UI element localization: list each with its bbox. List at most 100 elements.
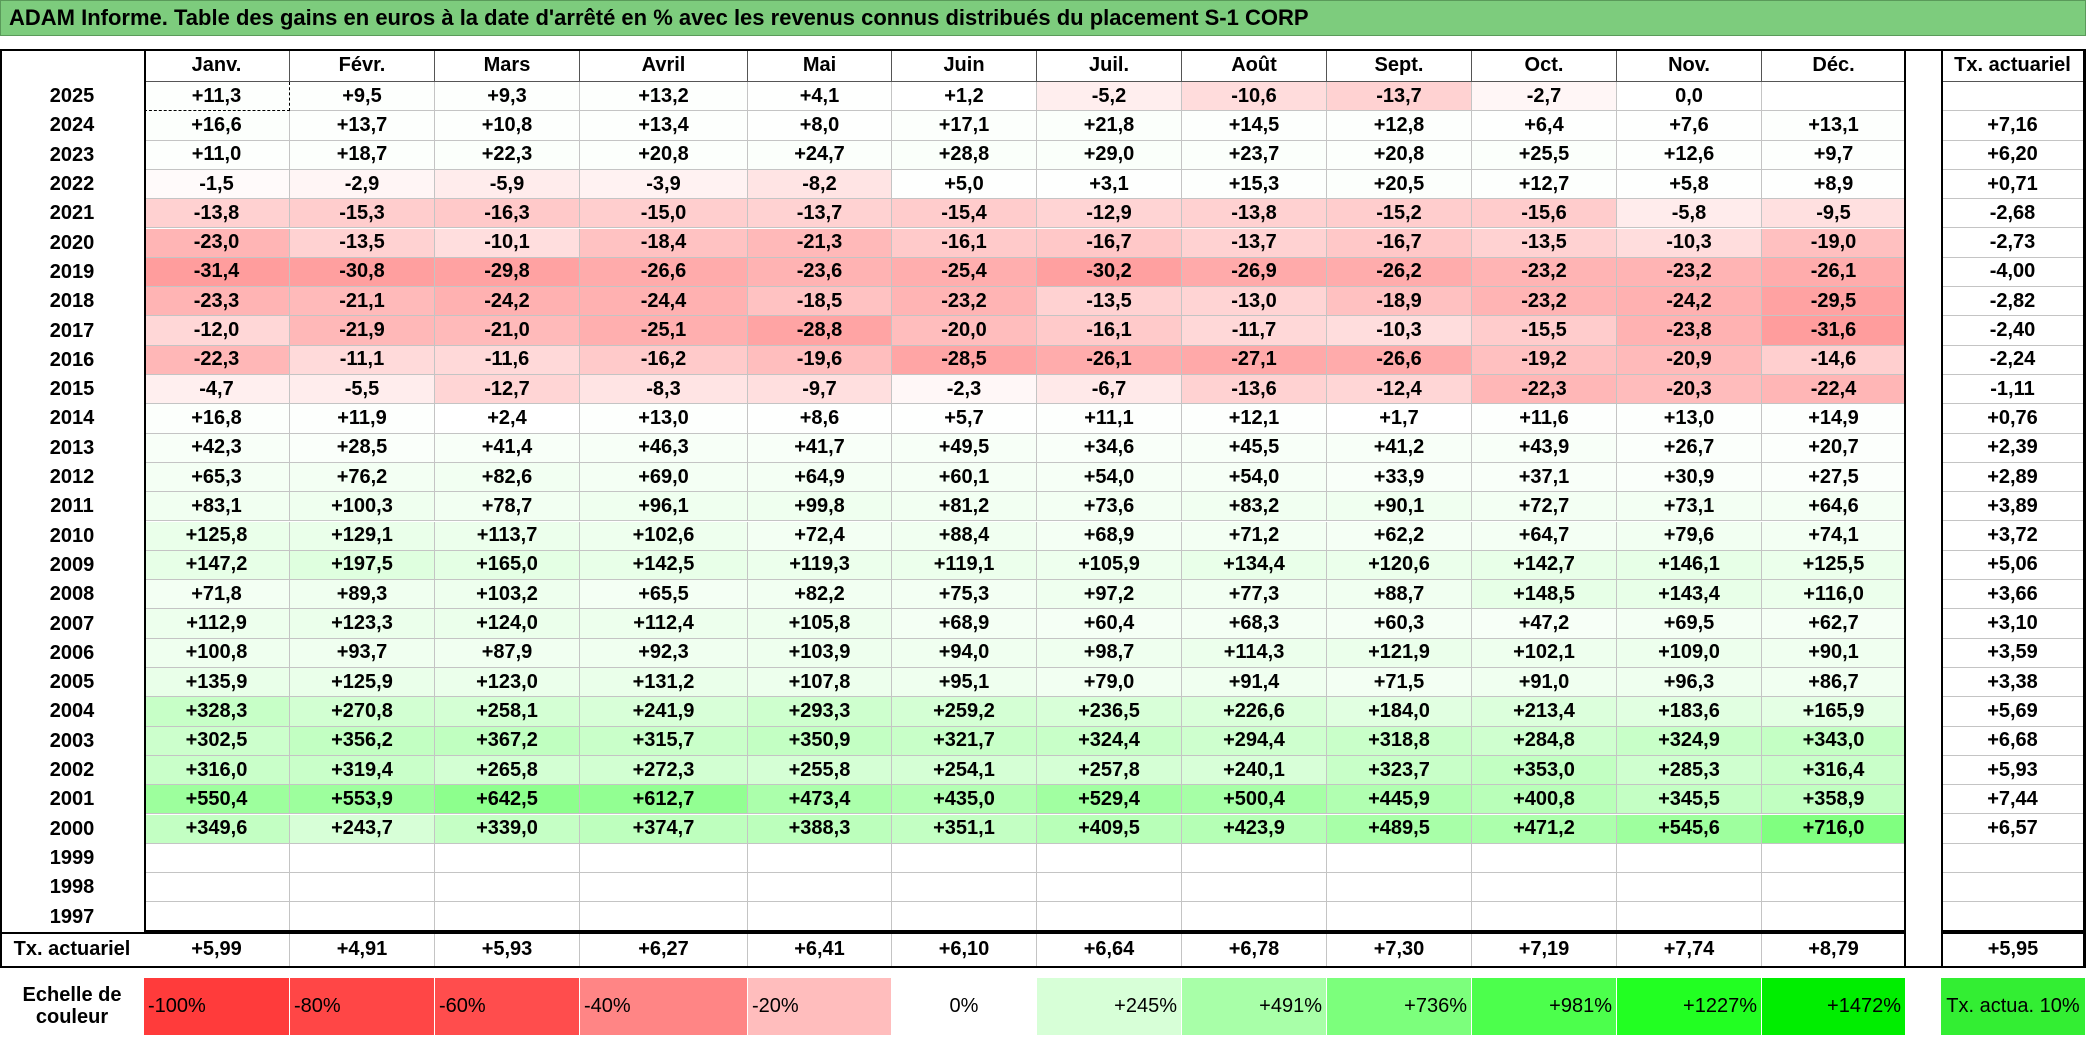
column-header: Déc. [1762, 49, 1906, 82]
gain-cell: +142,5 [580, 550, 748, 581]
gain-cell: -29,8 [435, 257, 580, 288]
gain-cell: -10,3 [1617, 228, 1762, 258]
gain-cell: +351,1 [892, 814, 1037, 844]
gain-cell: +272,3 [580, 755, 748, 786]
year-label: 2021 [49, 202, 95, 225]
gain-cell: +409,5 [1037, 814, 1182, 844]
scale-step: +245% [1037, 977, 1182, 1035]
gain-cell: -19,0 [1762, 228, 1906, 258]
gain-cell: -4,7 [144, 375, 290, 405]
gain-cell: +97,2 [1037, 580, 1182, 610]
gain-cell: +96,3 [1617, 668, 1762, 698]
gain-cell: +445,9 [1327, 785, 1472, 815]
rate-cell: -4,00 [1941, 257, 2085, 288]
gain-cell: -22,4 [1762, 375, 1906, 405]
gain-cell: +94,0 [892, 638, 1037, 668]
gain-cell: -24,4 [580, 287, 748, 317]
gain-cell: +339,0 [435, 814, 580, 844]
gain-cell: -16,2 [580, 345, 748, 375]
gain-cell: +42,3 [144, 433, 290, 463]
gain-cell: +26,7 [1617, 433, 1762, 463]
year-label: 2007 [49, 612, 95, 635]
rate-cell: +3,72 [1941, 521, 2085, 551]
year-label: 2002 [49, 759, 95, 782]
gain-cell: +82,6 [435, 462, 580, 493]
gain-cell: -20,0 [892, 316, 1037, 346]
year-label: 2004 [49, 700, 95, 723]
gain-cell: +12,8 [1327, 111, 1472, 141]
year-label: 2025 [49, 85, 95, 108]
gain-cell: +105,9 [1037, 550, 1182, 581]
scale-step: -20% [748, 977, 892, 1035]
gain-cell: -9,7 [748, 375, 892, 405]
gain-cell: -16,1 [1037, 316, 1182, 346]
scale-step: -100% [144, 977, 290, 1035]
year-label: 2005 [49, 671, 95, 694]
gain-cell: +29,0 [1037, 140, 1182, 170]
gain-cell: +343,0 [1762, 726, 1906, 756]
rate-header: Tx. actuariel [1941, 49, 2085, 82]
gain-cell: +90,1 [1327, 492, 1472, 522]
rate-cell: -2,40 [1941, 316, 2085, 346]
gain-cell: +12,1 [1182, 404, 1327, 434]
footer-cell: +7,19 [1472, 931, 1617, 968]
gain-cell [435, 873, 580, 903]
gain-cell: +16,8 [144, 404, 290, 434]
gain-cell: -13,8 [144, 199, 290, 229]
gain-cell: -1,5 [144, 169, 290, 200]
gain-cell: +87,9 [435, 638, 580, 668]
scale-step: -40% [580, 977, 748, 1035]
gain-cell: -6,7 [1037, 375, 1182, 405]
gain-cell: +41,4 [435, 433, 580, 463]
gain-cell: +265,8 [435, 755, 580, 786]
gain-cell: +125,9 [290, 668, 435, 698]
gain-cell [1327, 902, 1472, 932]
gain-cell: -3,9 [580, 169, 748, 200]
gain-cell [892, 873, 1037, 903]
gain-cell: +71,5 [1327, 668, 1472, 698]
gain-cell [748, 873, 892, 903]
gain-cell: +74,1 [1762, 521, 1906, 551]
gain-cell [1617, 902, 1762, 932]
rate-cell: +5,93 [1941, 755, 2085, 786]
gain-cell: +8,9 [1762, 169, 1906, 200]
gain-cell [290, 873, 435, 903]
gain-cell: +100,3 [290, 492, 435, 522]
gain-cell: +119,3 [748, 550, 892, 581]
gain-cell: +112,4 [580, 609, 748, 639]
gain-cell: +92,3 [580, 638, 748, 668]
footer-cell: +6,10 [892, 931, 1037, 968]
gain-cell: -26,6 [580, 257, 748, 288]
gain-cell: +324,4 [1037, 726, 1182, 756]
gain-cell: +165,9 [1762, 697, 1906, 727]
gain-cell: +7,6 [1617, 111, 1762, 141]
gain-cell: +642,5 [435, 785, 580, 815]
rate-cell: -2,82 [1941, 287, 2085, 317]
gain-cell: +88,4 [892, 521, 1037, 551]
gain-cell: +545,6 [1617, 814, 1762, 844]
gain-cell: +270,8 [290, 697, 435, 727]
gain-cell: -29,5 [1762, 287, 1906, 317]
gain-cell [748, 843, 892, 874]
gain-cell: +123,3 [290, 609, 435, 639]
year-label: 2016 [49, 348, 95, 371]
gain-cell: +125,5 [1762, 550, 1906, 581]
gain-cell: +114,3 [1182, 638, 1327, 668]
year-label: 1998 [49, 876, 95, 899]
gain-cell: +113,7 [435, 521, 580, 551]
gain-cell: +120,6 [1327, 550, 1472, 581]
gain-cell: +60,3 [1327, 609, 1472, 639]
gain-cell: +328,3 [144, 697, 290, 727]
gain-cell: -26,9 [1182, 257, 1327, 288]
gain-cell: -13,8 [1182, 199, 1327, 229]
gain-cell: -2,9 [290, 169, 435, 200]
rate-cell: +6,57 [1941, 814, 2085, 844]
gain-cell: +37,1 [1472, 462, 1617, 493]
gain-cell: -13,7 [748, 199, 892, 229]
gain-cell: +143,4 [1617, 580, 1762, 610]
gain-cell: -18,5 [748, 287, 892, 317]
year-label: 1997 [49, 905, 95, 928]
column-header: Sept. [1327, 49, 1472, 82]
gain-cell: -18,9 [1327, 287, 1472, 317]
gain-cell [290, 843, 435, 874]
